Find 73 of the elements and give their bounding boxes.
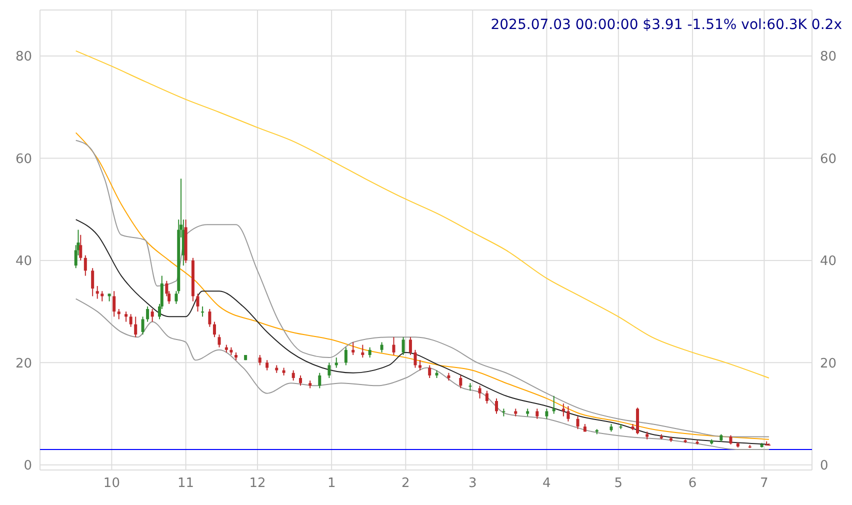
y-tick-label: 20 — [15, 356, 32, 372]
candlestick — [218, 334, 221, 348]
candlestick — [124, 311, 128, 322]
candlestick — [299, 374, 302, 386]
candlestick — [402, 336, 405, 356]
candlestick — [96, 286, 99, 300]
line-series — [75, 219, 770, 445]
candlestick — [545, 408, 548, 420]
x-tick-label: 5 — [614, 476, 623, 492]
y-tick-label: 0 — [24, 458, 32, 474]
candlestick — [117, 308, 120, 320]
candlestick — [84, 254, 87, 276]
candlestick — [129, 314, 132, 328]
candlestick — [414, 349, 417, 368]
line-series — [75, 298, 770, 450]
candlestick — [318, 372, 322, 389]
x-tick-label: 1 — [327, 476, 336, 492]
candlestick — [428, 364, 432, 378]
candlestick — [334, 357, 338, 368]
candlestick — [361, 344, 364, 358]
candlestick — [408, 336, 412, 356]
candlestick — [552, 395, 556, 414]
candlestick — [292, 370, 295, 382]
x-tick-label: 3 — [468, 476, 477, 492]
y2-tick-label: 60 — [820, 152, 837, 167]
candlestick — [392, 336, 396, 356]
candlestick — [368, 346, 372, 358]
x-tick-label: 11 — [178, 476, 194, 492]
candlestick — [150, 308, 154, 322]
candlestick — [495, 398, 498, 414]
candlestick — [79, 234, 82, 261]
candlestick — [380, 342, 384, 353]
candlestick — [562, 403, 565, 417]
x-tick-label: 10 — [103, 476, 120, 492]
candlestick — [459, 374, 462, 389]
candlestick — [328, 362, 331, 378]
candlestick — [485, 390, 488, 404]
candlestick — [134, 316, 138, 338]
text: 2025.07.03 00:00:00 $3.91 -1.51% vol:60.3K 0.2x — [490, 17, 842, 33]
candlestick — [478, 385, 482, 399]
candlestick — [566, 406, 570, 422]
candlestick — [146, 306, 150, 322]
x-tick-label: 4 — [542, 476, 551, 492]
candlestick — [344, 346, 348, 366]
y2-tick-label: 80 — [820, 50, 837, 65]
candlestick — [729, 434, 732, 445]
candlestick — [100, 290, 104, 302]
candlestick — [112, 290, 116, 318]
candlestick — [91, 268, 94, 297]
candlestick — [502, 408, 506, 417]
candlestick — [212, 321, 216, 338]
candlestick — [576, 416, 580, 430]
x-tick-label: 7 — [760, 476, 768, 492]
y-tick-label: 40 — [15, 254, 32, 270]
y-tick-label: 80 — [15, 50, 32, 65]
candlestick — [201, 306, 204, 318]
candlestick — [266, 360, 269, 371]
candlestick — [418, 360, 422, 371]
candlestick — [468, 382, 472, 392]
y2-tick-label: 0 — [820, 458, 828, 474]
y2-tick-label: 20 — [820, 356, 837, 372]
candlestick — [141, 316, 144, 336]
candlestick — [536, 408, 539, 420]
candlestick — [196, 293, 200, 312]
line-series — [75, 50, 770, 378]
y2-tick-label: 40 — [820, 254, 837, 270]
candlestick — [258, 354, 262, 366]
x-tick-label: 2 — [402, 476, 410, 492]
candlestick — [352, 342, 355, 356]
x-tick-label: 6 — [688, 476, 697, 492]
y-tick-label: 60 — [15, 152, 32, 167]
candlestick — [208, 308, 212, 328]
x-tick-label: 12 — [249, 476, 266, 492]
